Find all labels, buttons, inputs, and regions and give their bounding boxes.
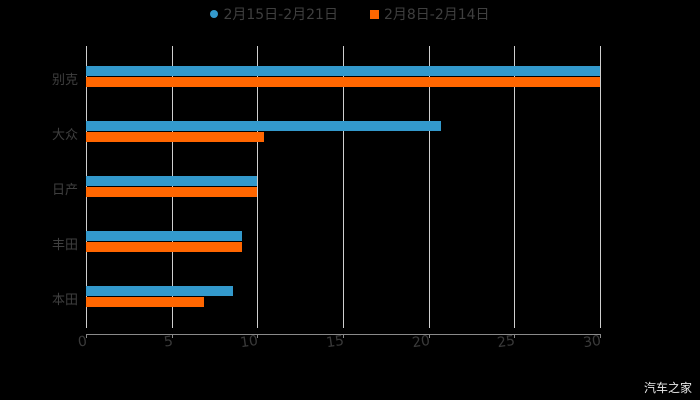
- bar[interactable]: [86, 77, 600, 87]
- bar[interactable]: [86, 242, 242, 252]
- x-tick: [600, 334, 601, 338]
- x-tick: [171, 334, 173, 338]
- x-tick-label: 15: [325, 332, 346, 352]
- watermark: 汽车之家: [643, 381, 692, 395]
- category-label: 本田: [51, 293, 78, 308]
- x-tick: [428, 334, 430, 338]
- bar[interactable]: [86, 121, 441, 131]
- legend-circle-icon: [210, 10, 219, 18]
- x-tick: [257, 334, 259, 338]
- gridline: [428, 46, 430, 328]
- legend-item-series-2[interactable]: 2月8日-2月14日: [369, 4, 490, 24]
- gridline: [600, 46, 601, 328]
- category-label: 大众: [51, 128, 78, 143]
- legend-item-series-1[interactable]: 2月15日-2月21日: [210, 4, 338, 24]
- bar[interactable]: [86, 132, 265, 142]
- x-tick-label: 30: [582, 332, 603, 352]
- x-tick: [514, 334, 516, 338]
- gridline: [514, 46, 516, 328]
- category-label: 日产: [51, 183, 78, 198]
- bar[interactable]: [86, 187, 258, 197]
- x-tick: [86, 334, 87, 338]
- x-tick-label: 25: [496, 332, 517, 352]
- bar[interactable]: [86, 286, 234, 296]
- x-tick: [343, 334, 344, 338]
- bar[interactable]: [86, 297, 205, 307]
- legend-label: 2月15日-2月21日: [223, 7, 338, 23]
- x-tick-label: 5: [162, 333, 174, 351]
- x-tick-label: 10: [239, 332, 260, 352]
- x-tick-label: 20: [410, 332, 431, 352]
- category-label: 丰田: [51, 238, 78, 253]
- gridline: [343, 46, 344, 328]
- legend-square-icon: [369, 9, 379, 19]
- bar[interactable]: [86, 176, 258, 186]
- gridline: [257, 46, 259, 328]
- category-label: 别克: [51, 73, 78, 88]
- plot-area: [86, 46, 601, 328]
- chart-legend: 2月15日-2月21日 2月8日-2月14日: [0, 4, 700, 24]
- bar[interactable]: [86, 231, 242, 241]
- legend-label: 2月8日-2月14日: [383, 7, 490, 23]
- bar[interactable]: [86, 66, 600, 76]
